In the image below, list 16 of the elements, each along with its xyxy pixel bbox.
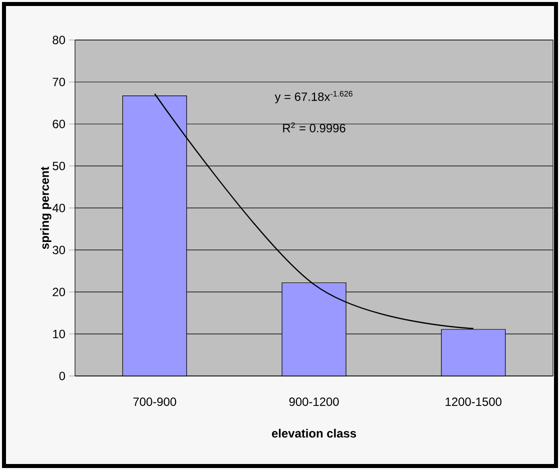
y-axis-title: spring percent	[40, 166, 52, 250]
x-tick-label: 700-900	[133, 398, 176, 406]
y-tick-label: 80	[52, 36, 66, 44]
x-axis-title: elevation class	[272, 428, 356, 438]
y-tick-label: 40	[52, 204, 66, 212]
annotation: y = 67.18x$^{-1.626}$	[274, 90, 352, 104]
annotation: R$^{2}$ = 0.9996	[283, 122, 346, 132]
y-tick-label: 20	[52, 288, 66, 296]
y-tick-label: 10	[53, 330, 66, 338]
y-tick-label: 60	[52, 120, 66, 128]
y-tick-label: 50	[52, 162, 66, 170]
y-tick-label: 30	[52, 246, 66, 254]
y-tick-label: 70	[52, 78, 66, 86]
x-tick-label: 1200-1500	[446, 398, 502, 406]
y-tick-label: 0	[59, 372, 66, 380]
x-tick-label: 900-1200	[289, 398, 339, 406]
